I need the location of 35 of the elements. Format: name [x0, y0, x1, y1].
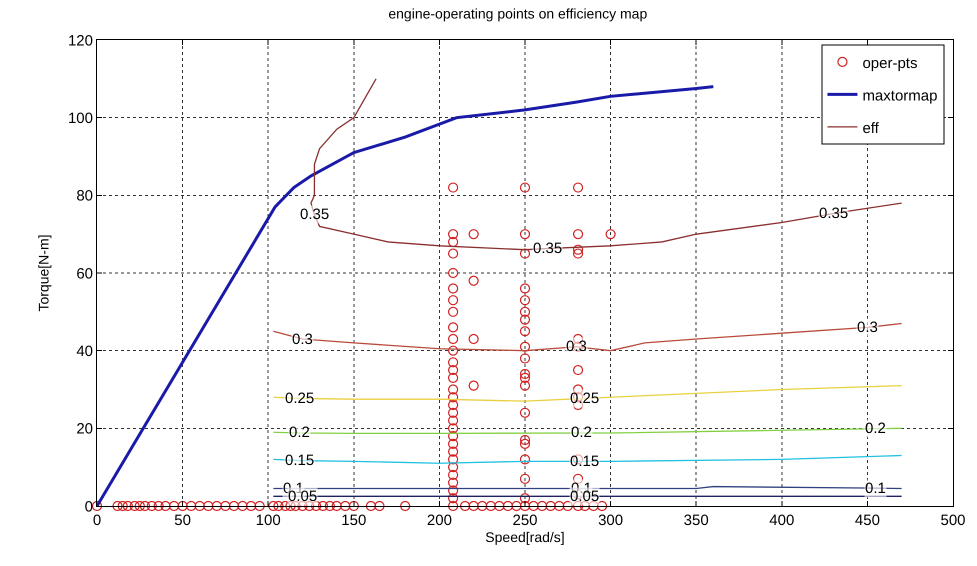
annotation: 0.35: [533, 240, 562, 257]
chart-title: engine-operating points on efficiency map: [388, 5, 648, 22]
legend-label: eff: [862, 120, 880, 137]
annotation: 0.3: [857, 319, 878, 336]
x-tick-label: 350: [684, 512, 709, 529]
x-tick-label: 150: [341, 512, 366, 529]
x-tick-label: 50: [174, 512, 191, 529]
annotation: 0.35: [300, 206, 330, 223]
x-tick-label: 250: [512, 512, 538, 529]
y-tick-label: 120: [68, 32, 93, 50]
annotation: 0.2: [865, 420, 886, 437]
annotation: 0.3: [292, 331, 313, 348]
x-tick-label: 400: [769, 512, 794, 529]
annotation: 0.15: [285, 452, 314, 469]
y-tick-label: 40: [76, 342, 93, 360]
x-tick-label: 500: [940, 512, 966, 529]
y-tick-label: 20: [76, 420, 93, 438]
annotation: 0.2: [571, 424, 592, 441]
y-tick-label: 100: [68, 110, 93, 127]
x-tick-label: 100: [256, 512, 281, 529]
annotation: 0.1: [865, 480, 886, 497]
annotation: 0.35: [819, 205, 848, 222]
y-tick-label: 80: [76, 188, 93, 205]
y-tick-label: 0: [84, 498, 93, 516]
annotation: 0.3: [566, 338, 587, 355]
x-tick-label: 300: [598, 512, 624, 529]
legend-label: maxtormap: [862, 87, 938, 104]
annotation: 0.25: [285, 390, 314, 407]
legend-label: oper-pts: [862, 54, 918, 72]
x-axis-title: Speed[rad/s]: [485, 529, 565, 545]
y-axis-title: Torque[N-m]: [36, 234, 52, 312]
annotation: 0.2: [289, 424, 310, 441]
x-tick-label: 450: [854, 512, 880, 529]
x-tick-label: 200: [426, 512, 452, 529]
y-tick-label: 60: [76, 265, 93, 282]
